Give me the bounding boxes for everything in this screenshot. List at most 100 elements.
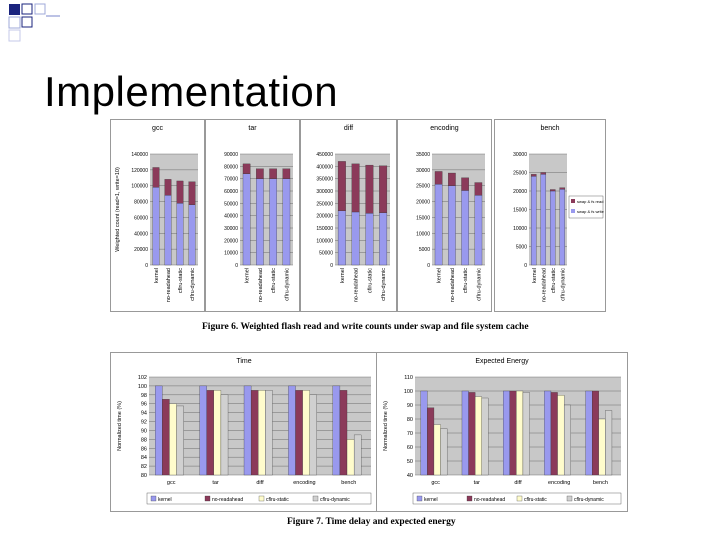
bar [295,390,303,476]
stacked-bar-segment [461,190,469,266]
chart-svg: 40 50 60 70 80 90 100 110 gcc tar diff encoding benc… [383,375,622,505]
y-tick-label: 0 [330,263,333,269]
y-tick-label: 90000 [224,152,238,158]
stacked-bar-segment [365,213,374,266]
bar [155,385,163,476]
x-tick-label: bench [341,480,356,486]
stacked-bar-segment [256,178,264,266]
stacked-bar-segment [448,185,456,266]
figure6-caption: Figure 6. Weighted flash read and write … [202,322,529,332]
bar [339,390,348,476]
stacked-bar-segment [176,203,184,266]
bar [516,390,524,476]
stacked-bar-segment [434,171,443,185]
bar [433,424,441,476]
bar [309,394,317,476]
time-chart-panel: Time 80 82 84 86 88 90 92 94 96 98 100 102 gcc tar diff… [110,352,378,512]
stacked-bar-segment [337,161,346,211]
x-tick-label: kernel [532,268,538,283]
chart-title: Time [236,358,252,365]
y-tick-label: 0 [427,263,430,269]
stacked-bar-segment [269,168,277,179]
y-tick-label: 350000 [316,177,333,183]
stacked-bar-segment [256,168,264,179]
y-tick-label: 92 [141,420,147,426]
legend-label: cflru-dynamic [574,497,604,503]
stacked-bar-segment [379,212,388,266]
y-tick-label: 5000 [516,245,527,251]
y-tick-label: 94 [141,411,147,417]
stacked-bar-segment [351,163,360,213]
stacked-bar-segment [559,189,566,266]
bench-chart-panel: bench 0 5000 10000 15000 20000 25000 30000 kerne… [494,119,606,312]
stacked-bar-segment [540,174,547,266]
x-tick-label: no-readahead [450,268,456,302]
stacked-bar-segment [540,172,547,175]
chart-svg: 0 5000 10000 15000 20000 25000 30000 35000 kerne… [416,152,485,302]
y-tick-label: 50000 [319,251,333,257]
legend-label: cflru-static [524,497,547,503]
y-tick-label: 150000 [316,226,333,232]
bar [605,410,613,476]
gcc-chart-panel: gcc 0 20000 40000 60000 80000 100000 120000 1400… [110,119,205,312]
stacked-bar-segment [461,177,469,191]
stacked-bar-segment [434,183,443,266]
stacked-bar-segment [188,181,196,205]
y-tick-label: 0 [524,263,527,269]
y-tick-label: 120000 [131,168,148,174]
y-tick-label: 20000 [224,238,238,244]
stacked-bar-segment [474,182,483,196]
stacked-bar-segment [549,189,556,192]
energy-chart-panel: Expected Energy 40 50 60 70 80 90 100 110 gcc tar d… [376,352,628,512]
y-tick-label: 40 [407,473,413,479]
x-tick-label: kernel [154,268,160,283]
y-tick-label: 200000 [316,214,333,220]
bar [258,390,266,476]
legend-label: cflru-dynamic [320,497,350,503]
bar [592,390,599,476]
bar [440,428,448,476]
y-tick-label: 80000 [224,164,238,170]
y-tick-label: 300000 [316,189,333,195]
y-tick-label: 10000 [224,251,238,257]
bar [503,390,510,476]
x-tick-label: no-readahead [541,268,547,302]
stacked-bar-segment [530,174,537,177]
x-tick-label: cflru-static [463,268,469,293]
legend-swatch [258,495,265,502]
stacked-bar-segment [379,165,388,213]
y-tick-label: 60 [407,445,413,451]
y-tick-label: 80 [141,473,147,479]
y-tick-label: 100 [404,389,413,395]
y-tick-label: 0 [235,263,238,269]
bar [427,407,435,476]
x-tick-label: cflru-static [367,268,373,293]
legend-swatch [312,495,319,502]
bar [353,434,362,476]
y-tick-label: 450000 [316,152,333,158]
y-tick-label: 70 [407,431,413,437]
y-tick-label: 110 [404,375,413,381]
stacked-bar-segment [365,164,374,214]
x-tick-label: tar [474,480,481,486]
chart-svg: 0 5000 10000 15000 20000 25000 30000 kernel no-r… [513,152,605,302]
y-axis-label: Weighted count (read=1, write=10) [115,167,121,252]
y-tick-label: 100 [138,384,147,390]
legend-label: no-readahead [474,497,505,503]
x-tick-label: encoding [548,480,570,486]
y-tick-label: 40000 [224,214,238,220]
stacked-bar-segment [242,163,251,174]
bar [509,390,517,476]
y-tick-label: 100000 [316,238,333,244]
y-tick-label: 50000 [224,201,238,207]
y-tick-label: 96 [141,402,147,408]
x-tick-label: no-readahead [166,268,172,302]
y-tick-label: 98 [141,393,147,399]
y-tick-label: 20000 [513,189,527,195]
y-tick-label: 60000 [224,189,238,195]
y-tick-label: 90 [141,428,147,434]
stacked-bar-segment [152,167,160,188]
y-tick-label: 35000 [416,152,430,158]
x-tick-label: kernel [437,268,443,283]
x-tick-label: no-readahead [258,268,264,302]
